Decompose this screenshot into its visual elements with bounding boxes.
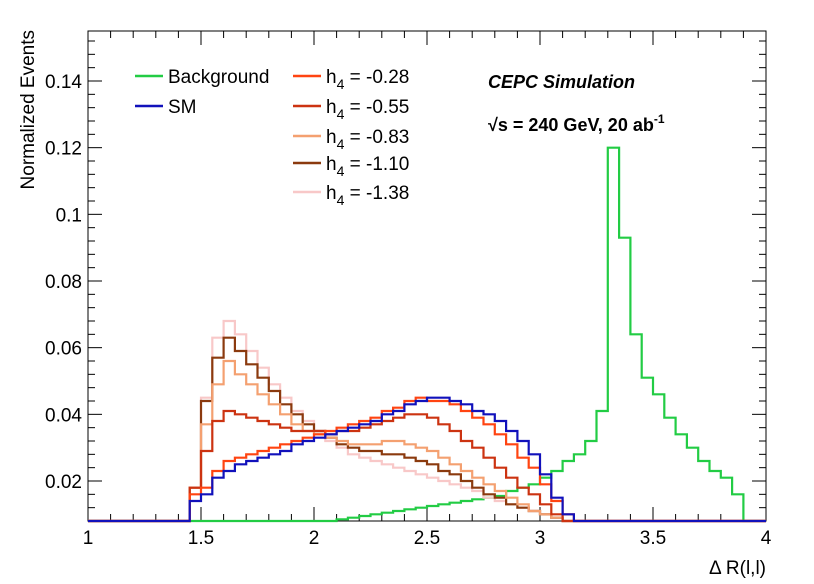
- legend-label-value: = -1.38: [344, 183, 409, 204]
- x-tick-label: 3: [535, 528, 546, 549]
- annotation-energy-text: √s = 240 GeV, 20 ab: [488, 115, 654, 135]
- legend-label-subscript: 4: [337, 163, 345, 179]
- series-layer: [88, 146, 766, 523]
- x-tick-label: 2.5: [414, 528, 440, 549]
- legend-label-subscript: 4: [337, 106, 345, 122]
- y-tick-label: 0.06: [45, 339, 82, 360]
- x-tick-label: 3.5: [640, 528, 666, 549]
- legend-label-value: = -0.55: [344, 97, 409, 118]
- legend-label: Background: [168, 67, 269, 88]
- x-tick-label: 1: [83, 528, 94, 549]
- legend-label: h4 = -1.38: [326, 183, 409, 208]
- legend-label-value: = -1.10: [344, 154, 409, 175]
- legend-label-subscript: 4: [337, 76, 345, 92]
- x-axis-label: Δ R(l,l): [709, 558, 766, 579]
- legend-label-base: h: [326, 127, 337, 148]
- x-tick-label: 1.5: [188, 528, 214, 549]
- y-tick-label: 0.1: [56, 205, 82, 226]
- y-tick-label: 0.12: [45, 139, 82, 160]
- legend-label-subscript: 4: [337, 136, 345, 152]
- annotation-cepc-simulation: CEPC Simulation: [488, 72, 635, 92]
- axis-ticks: 1 1.5 2 2.5 3 3.5 4 0.02 0.04 0.06 0.08 0.1 0.12 0.14: [45, 31, 772, 549]
- series-sm: [88, 396, 766, 523]
- legend-label: h4 = -0.83: [326, 127, 409, 152]
- legend-label-value: = -0.28: [344, 67, 409, 88]
- y-tick-label: 0.14: [45, 72, 82, 93]
- x-tick-label: 2: [309, 528, 320, 549]
- y-axis-label: Normalized Events: [18, 30, 39, 189]
- legend-label-base: h: [326, 183, 337, 204]
- legend-label-base: h: [326, 97, 337, 118]
- legend-label-base: h: [326, 67, 337, 88]
- annotation-energy-superscript: -1: [654, 112, 665, 126]
- legend-label: h4 = -0.55: [326, 97, 409, 122]
- y-tick-label: 0.04: [45, 405, 82, 426]
- x-tick-label: 4: [761, 528, 772, 549]
- legend-label: SM: [168, 97, 197, 118]
- y-tick-label: 0.08: [45, 272, 82, 293]
- annotation-energy-luminosity: √s = 240 GeV, 20 ab-1: [488, 112, 665, 135]
- legend-label: h4 = -0.28: [326, 67, 409, 92]
- y-tick-label: 0.02: [45, 472, 82, 493]
- legend-label-base: h: [326, 154, 337, 175]
- legend-label-subscript: 4: [337, 192, 345, 208]
- legend-label-value: = -0.83: [344, 127, 409, 148]
- legend-label: h4 = -1.10: [326, 154, 409, 179]
